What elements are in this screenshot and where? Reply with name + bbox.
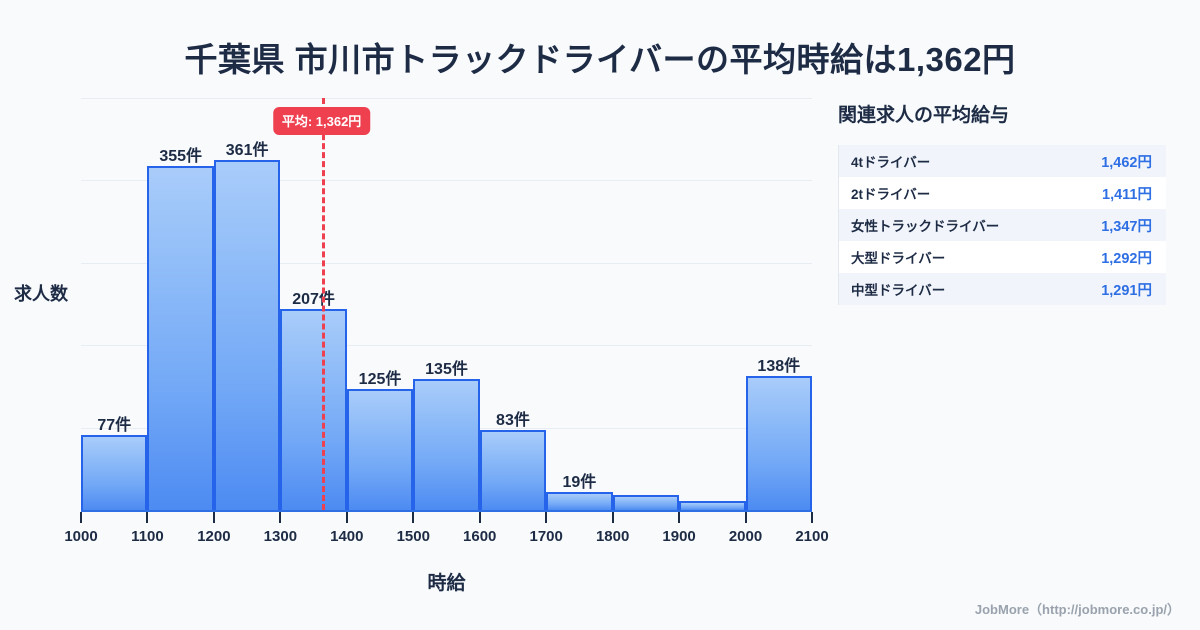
bar (679, 501, 746, 510)
x-tick (412, 512, 415, 523)
job-type-label: 2tドライバー (851, 187, 931, 202)
bar (213, 160, 281, 510)
bar-value-label: 135件 (425, 361, 468, 379)
average-wage-value: 1,292円 (1101, 250, 1152, 267)
histogram-chart: 求人数 77件 355件 361件 207件 125件 135件 83件 19件 138件 平均… (0, 90, 830, 600)
x-tick (678, 512, 681, 523)
bar-value-label: 19件 (562, 473, 597, 491)
bar-value-label: 83件 (496, 411, 530, 429)
x-tick-label: 1300 (263, 528, 298, 545)
x-tick (345, 512, 348, 523)
x-axis-line (81, 510, 812, 512)
job-type-label: 女性トラックドライバー (851, 219, 1000, 234)
x-tick (611, 512, 614, 523)
bar (479, 429, 547, 510)
x-tick-label: 1900 (662, 528, 696, 545)
x-tick-label: 1100 (131, 528, 164, 545)
average-badge: 平均: 1,362円 (272, 107, 371, 135)
bar (612, 494, 680, 510)
related-salary-panel: 関連求人の平均給与 4tドライバー 1,462円 2tドライバー 1,411円女性トラ… (838, 100, 1178, 305)
x-tick-label: 1500 (396, 528, 430, 545)
x-tick-label: 1700 (529, 528, 563, 545)
bar-value-label: 138件 (757, 358, 801, 376)
x-tick-label: 1600 (463, 528, 497, 545)
average-line (321, 98, 325, 510)
average-wage-value: 1,291円 (1101, 282, 1152, 299)
bar-value-label: 361件 (225, 142, 269, 160)
bar-value-label: 355件 (159, 147, 203, 165)
job-type-label: 4tドライバー (851, 155, 931, 170)
x-tick (80, 512, 82, 523)
related-salary-table: 4tドライバー 1,462円 2tドライバー 1,411円女性トラックドライバー 1,3… (838, 145, 1166, 305)
x-tick (212, 512, 215, 523)
gridline (81, 345, 812, 347)
gridline (81, 262, 812, 264)
page-title: 千葉県 市川市トラックドライバーの平均時給は1,362円 (184, 41, 1016, 78)
x-tick-label: 1800 (595, 528, 630, 545)
x-tick (744, 512, 747, 523)
average-wage-value: 1,462円 (1101, 154, 1152, 171)
x-tick (811, 512, 813, 523)
table-row[interactable]: 中型ドライバー 1,291円 (839, 273, 1166, 305)
bar (147, 165, 214, 510)
x-tick (478, 512, 481, 523)
x-tick (545, 512, 548, 523)
bar (745, 376, 812, 510)
y-axis-label: 求人数 (14, 284, 68, 304)
bar (81, 435, 148, 510)
x-axis-label: 時給 (427, 573, 466, 594)
table-row[interactable]: 2tドライバー 1,411円 (839, 177, 1166, 209)
bar (546, 491, 613, 510)
x-tick-label: 2100 (795, 528, 829, 545)
gridline (81, 180, 812, 182)
x-tick-label: 2000 (728, 528, 763, 545)
footer-attribution: JobMore（http://jobmore.co.jp/） (974, 602, 1180, 617)
x-tick-label: 1200 (197, 528, 231, 545)
x-tick (279, 512, 282, 523)
table-row[interactable]: 4tドライバー 1,462円 (839, 145, 1166, 177)
average-wage-value: 1,411円 (1102, 186, 1152, 203)
bar-value-label: 125件 (358, 370, 402, 388)
related-salary-title: 関連求人の平均給与 (838, 105, 1010, 126)
job-type-label: 中型ドライバー (851, 283, 946, 298)
bar (346, 388, 414, 510)
x-tick (146, 512, 149, 523)
bar (280, 309, 347, 510)
bar-value-label: 77件 (97, 417, 132, 435)
x-tick-label: 1400 (330, 528, 364, 545)
table-row[interactable]: 大型ドライバー 1,292円 (839, 241, 1166, 273)
gridline (81, 98, 812, 99)
table-row[interactable]: 女性トラックドライバー 1,347円 (839, 209, 1166, 241)
bar-value-label: 207件 (292, 291, 335, 309)
plot-area: 77件 355件 361件 207件 125件 135件 83件 19件 138件 平均: 1,… (64, 98, 829, 545)
average-wage-value: 1,347円 (1101, 218, 1152, 235)
bar (413, 379, 480, 510)
job-type-label: 大型ドライバー (851, 251, 946, 266)
x-tick-label: 1000 (64, 528, 98, 545)
